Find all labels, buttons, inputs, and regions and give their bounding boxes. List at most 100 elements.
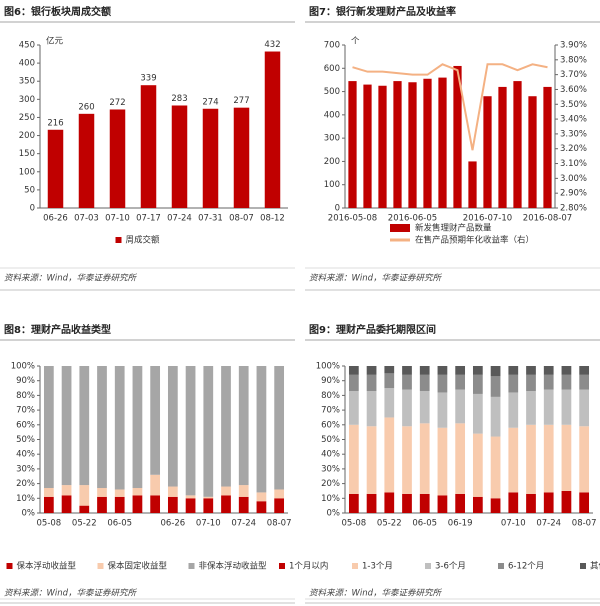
y-tick-label: 0 (30, 204, 35, 214)
bar-segment (402, 374, 412, 390)
bar-segment (256, 501, 267, 513)
bar-segment (366, 390, 377, 427)
bar-segment (97, 496, 107, 513)
bar-segment (561, 389, 572, 425)
y-tick-label: 10% (16, 494, 35, 504)
value-label: 283 (171, 94, 187, 104)
bar-segment (150, 474, 161, 496)
y-tick-label: 300 (324, 134, 340, 144)
chart-title: 图7：银行新发理财产品及收益率 (309, 5, 456, 18)
bar-segment (437, 427, 448, 496)
bar-segment (561, 374, 572, 390)
bar-segment (203, 496, 214, 499)
bar-segment (114, 496, 125, 513)
bar-segment (114, 366, 125, 490)
x-tick-label: 2016-06-05 (388, 214, 437, 224)
x-tick-label: 05-22 (72, 519, 97, 529)
bar-segment (185, 498, 196, 513)
x-tick-label: 07-03 (74, 214, 99, 224)
y-tick-label: 90% (16, 376, 35, 386)
bar (453, 65, 462, 208)
bar-segment (348, 390, 359, 425)
y-tick-label: 150 (19, 149, 35, 159)
bar-segment (490, 498, 501, 513)
bar-segment (579, 492, 590, 513)
bar-segment (472, 374, 483, 394)
y2-tick-label: 3.40% (560, 115, 587, 125)
x-tick-label: 2016-07-10 (463, 214, 512, 224)
x-tick-label: 07-10 (105, 214, 130, 224)
y-tick-label: 200 (324, 157, 340, 167)
bar-segment (526, 493, 536, 513)
bar-segment (455, 493, 466, 513)
bar (408, 82, 417, 208)
y2-tick-label: 2.80% (560, 204, 587, 214)
bar (513, 81, 522, 208)
y-tick-label: 100% (11, 362, 35, 372)
y-tick-label: 500 (324, 87, 340, 97)
bar-segment (348, 366, 359, 375)
bar (438, 77, 447, 208)
bar-segment (579, 374, 590, 390)
bar-segment (274, 498, 285, 513)
bar-segment (384, 373, 395, 389)
bar-segment (402, 493, 412, 513)
legend-label: 周成交额 (126, 235, 161, 246)
x-tick-label: 08-07 (572, 519, 597, 529)
legend-label: 新发售理财产品数量 (415, 223, 492, 234)
bar-segment (132, 495, 143, 513)
y-tick-label: 0% (22, 509, 36, 519)
bar-segment (419, 374, 430, 391)
bar-segment (402, 426, 412, 494)
x-tick-label: 05-08 (342, 519, 367, 529)
bar-segment (561, 490, 572, 513)
legend-label: 在售产品预期年化收益率（右） (415, 235, 534, 246)
y2-tick-label: 3.10% (560, 159, 587, 169)
bar-segment (384, 492, 395, 513)
bar-segment (472, 433, 483, 497)
bar-segment (508, 392, 519, 428)
y2-tick-label: 2.90% (560, 189, 587, 199)
x-tick-label: 08-07 (229, 214, 254, 224)
bar (348, 81, 357, 208)
bar-segment (150, 495, 161, 513)
legend-label: 6-12个月 (508, 562, 544, 572)
bar (202, 108, 219, 208)
bar-segment (221, 495, 231, 513)
bar-segment (256, 366, 267, 493)
bar (47, 129, 64, 208)
source-note: 资料来源：Wind，华泰证券研究所 (4, 273, 138, 284)
bar (78, 113, 95, 208)
bar-segment (97, 366, 107, 489)
bar-segment (221, 366, 231, 487)
y-tick-label: 30% (16, 464, 35, 474)
bar-segment (366, 374, 377, 391)
bar-segment (508, 366, 519, 375)
y-tick-label: 50 (24, 185, 35, 195)
bar-segment (167, 366, 178, 487)
x-tick-label: 07-10 (196, 519, 221, 529)
value-label: 272 (109, 98, 125, 108)
bar-segment (419, 390, 430, 424)
bar-segment (366, 366, 377, 375)
panel: 图7：银行新发理财产品及收益率 0 100 200 300 400 500 600 700 个 2.… (305, 5, 600, 291)
bar-segment (526, 424, 536, 494)
y-tick-label: 60% (321, 420, 340, 430)
y-tick-label: 0% (327, 509, 341, 519)
chart-title: 图8：理财产品收益类型 (4, 323, 111, 336)
bar-segment (472, 366, 483, 375)
bar-segment (402, 366, 412, 375)
y2-tick-label: 3.80% (560, 55, 587, 65)
bar (483, 96, 492, 208)
y2-tick-label: 3.90% (560, 41, 587, 51)
value-label: 216 (47, 118, 63, 128)
bar-segment (490, 396, 501, 437)
y-tick-label: 40% (321, 450, 340, 460)
bar-segment (526, 390, 536, 425)
x-tick-label: 2016-08-07 (523, 214, 572, 224)
bar-segment (437, 374, 448, 393)
source-note: 资料来源：Wind，华泰证券研究所 (4, 588, 138, 599)
bar-segment (79, 366, 90, 486)
bar-segment (472, 496, 483, 513)
bar-segment (490, 436, 501, 499)
